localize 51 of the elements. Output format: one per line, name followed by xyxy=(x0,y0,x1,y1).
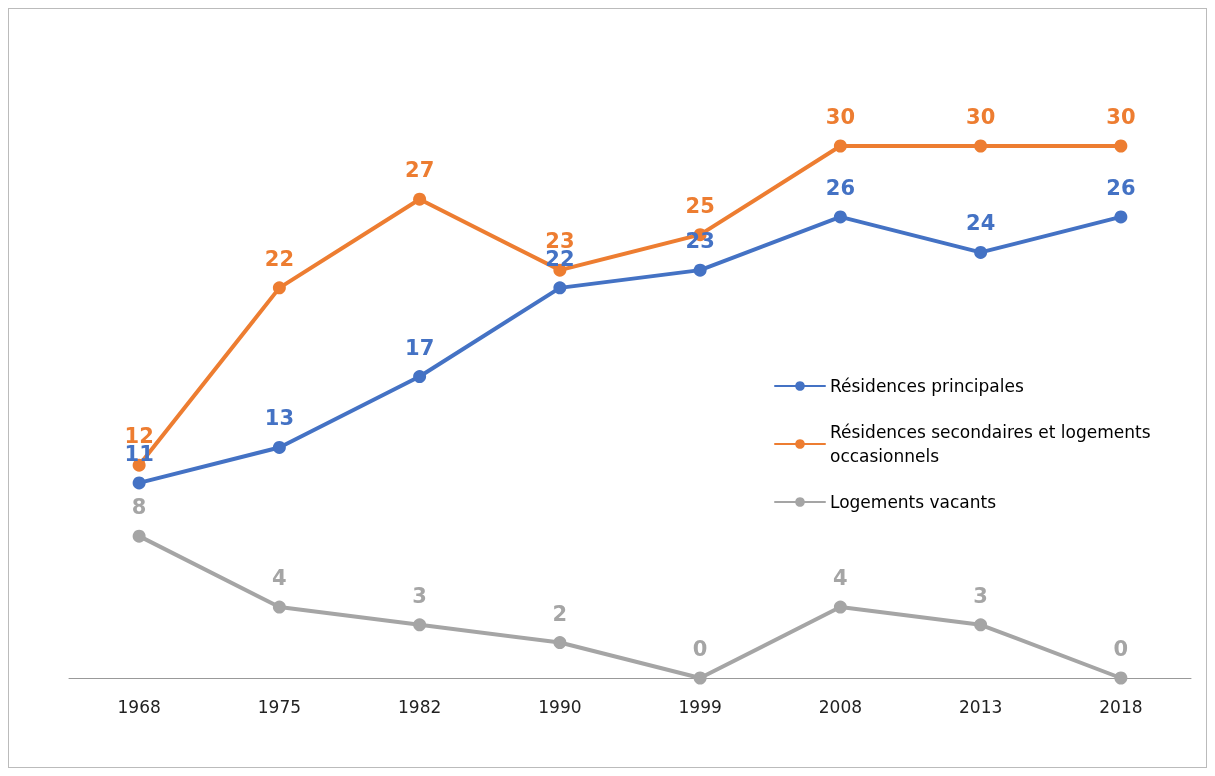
point xyxy=(272,281,286,295)
x-tick-label: 2013 xyxy=(958,696,1003,717)
data-label: 13 xyxy=(264,406,294,431)
point xyxy=(132,476,146,490)
point xyxy=(974,245,988,259)
data-label: 30 xyxy=(1106,105,1136,129)
data-label: 0 xyxy=(1113,637,1129,661)
point xyxy=(1114,671,1128,685)
data-label: 4 xyxy=(833,566,848,591)
point xyxy=(833,600,847,614)
data-label: 22 xyxy=(264,246,294,271)
x-tick-label: 1999 xyxy=(678,696,722,717)
x-tick-label: 2008 xyxy=(818,696,863,717)
data-label: 30 xyxy=(825,105,855,129)
point xyxy=(413,618,427,632)
x-tick-label: 1975 xyxy=(257,696,302,717)
data-label: 4 xyxy=(272,566,287,591)
point xyxy=(1114,139,1128,153)
point xyxy=(693,263,707,277)
x-tick-label: 1982 xyxy=(397,696,442,717)
point xyxy=(272,600,286,614)
legend-label: Résidences principales xyxy=(830,376,1024,396)
data-label: 26 xyxy=(825,175,855,200)
data-label: 3 xyxy=(412,583,427,608)
data-label: 3 xyxy=(973,583,988,608)
data-label: 30 xyxy=(966,105,996,129)
point xyxy=(1114,210,1128,224)
x-tick-label: 2018 xyxy=(1099,696,1143,717)
data-label: 25 xyxy=(685,193,715,218)
x-tick-label: 1990 xyxy=(538,696,582,717)
point xyxy=(553,636,567,650)
point xyxy=(272,440,286,454)
data-label: 0 xyxy=(692,637,708,661)
point xyxy=(413,370,427,384)
data-label: 17 xyxy=(405,335,435,360)
point xyxy=(974,139,988,153)
point xyxy=(693,671,707,685)
data-label: 2 xyxy=(552,601,568,626)
point xyxy=(974,618,988,632)
point xyxy=(132,529,146,543)
data-label: 27 xyxy=(405,158,435,183)
point xyxy=(833,139,847,153)
data-label: 26 xyxy=(1106,175,1136,200)
x-tick-label: 1968 xyxy=(117,696,161,717)
point xyxy=(553,281,567,295)
legend-label: Résidences secondaires et logements occasionnels xyxy=(830,422,1156,466)
data-label: 24 xyxy=(966,211,996,236)
point xyxy=(833,210,847,224)
data-label: 8 xyxy=(131,495,147,520)
legend-label: Logements vacants xyxy=(830,492,997,512)
point xyxy=(413,192,427,206)
